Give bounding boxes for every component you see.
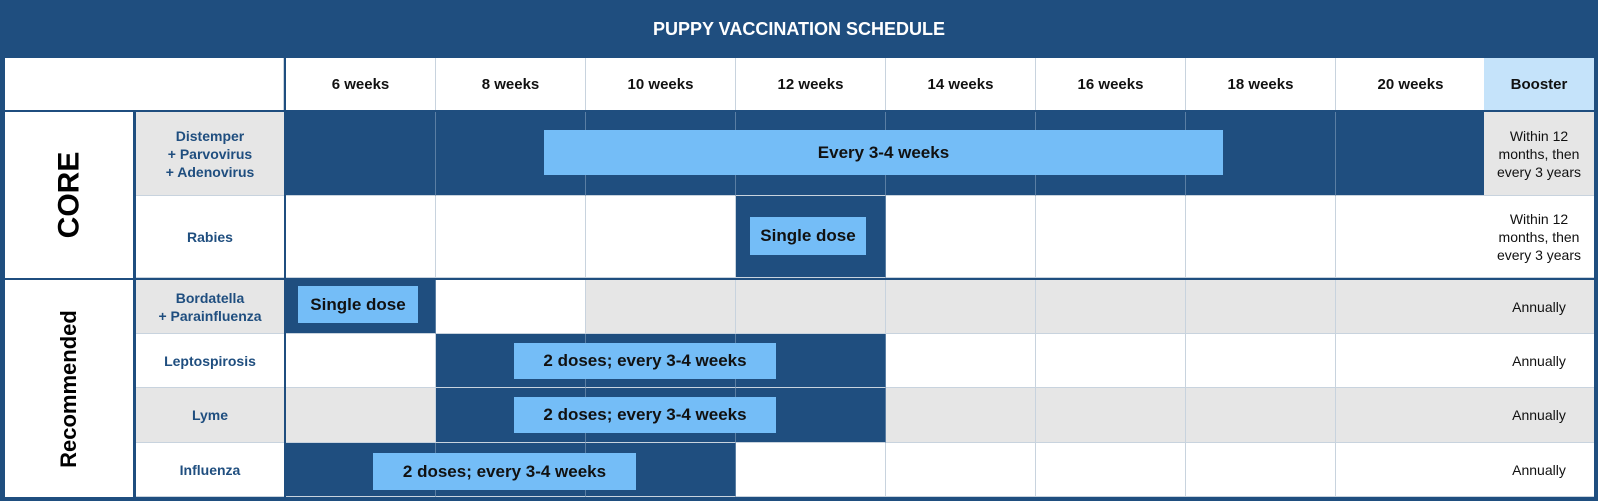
dose-bar: 2 doses; every 3-4 weeks [373,453,636,490]
dose-bar: Single dose [750,217,866,255]
column-header: 14 weeks [886,58,1036,110]
week-cell [886,280,1036,334]
group-label-core: CORE [5,112,133,278]
booster-cell: Within 12 months, then every 3 years [1484,112,1594,196]
week-cell [1186,388,1336,443]
vaccine-name: Lyme [136,388,284,443]
booster-cell: Within 12 months, then every 3 years [1484,196,1594,278]
vaccine-name-text: Bordatella + Parainfluenza [158,289,262,324]
vaccine-name: Distemper + Parvovirus + Adenovirus [136,112,284,196]
dose-bar: Single dose [298,286,418,323]
week-cell [1036,196,1186,278]
week-cell [1336,196,1486,278]
dose-bar: Every 3-4 weeks [544,130,1223,175]
column-header: 8 weeks [436,58,586,110]
booster-cell: Annually [1484,388,1594,443]
week-cell [886,443,1036,497]
column-header: 6 weeks [286,58,436,110]
week-cell [586,196,736,278]
column-header: 12 weeks [736,58,886,110]
week-cell [286,196,436,278]
vaccine-name-text: Influenza [179,461,241,478]
group-label: CORE [52,151,85,239]
group-label: Recommended [56,309,81,468]
header-blank [5,58,284,110]
vaccine-name: Leptospirosis [136,334,284,388]
booster-header: Booster [1484,58,1594,110]
page-title: PUPPY VACCINATION SCHEDULE [652,18,946,39]
week-cell [886,334,1036,388]
week-cell [436,196,586,278]
vaccine-name-text: Leptospirosis [164,352,256,369]
week-cell [1336,112,1486,196]
vaccine-name: Rabies [136,196,284,278]
week-cell [1186,443,1336,497]
week-cell [736,443,886,497]
vaccine-name: Bordatella + Parainfluenza [136,280,284,334]
week-cell [1186,280,1336,334]
dose-bar: 2 doses; every 3-4 weeks [514,397,776,433]
column-header: 10 weeks [586,58,736,110]
week-cell [1336,334,1486,388]
booster-cell: Annually [1484,280,1594,334]
week-cell [1336,280,1486,334]
week-cell [1036,443,1186,497]
week-cell [286,334,436,388]
week-cell [736,280,886,334]
booster-cell: Annually [1484,443,1594,497]
vaccine-name-text: Distemper + Parvovirus + Adenovirus [165,127,255,180]
week-cell [886,196,1036,278]
week-cell [1036,280,1186,334]
booster-cell: Annually [1484,334,1594,388]
week-cell [286,388,436,443]
column-header: 16 weeks [1036,58,1186,110]
week-cell [1036,334,1186,388]
vaccine-name-text: Rabies [187,228,233,245]
week-cell [286,112,436,196]
column-header: 18 weeks [1186,58,1336,110]
week-cell [1336,388,1486,443]
week-cell [1036,388,1186,443]
group-label-recommended: Recommended [5,280,133,497]
week-cell [586,280,736,334]
column-header: 20 weeks [1336,58,1486,110]
dose-bar: 2 doses; every 3-4 weeks [514,343,776,379]
week-cell [886,388,1036,443]
vaccine-name-text: Lyme [191,407,229,423]
week-cell [1186,196,1336,278]
week-cell [1336,443,1486,497]
week-cell [1186,334,1336,388]
week-cell [436,280,586,334]
vaccine-name: Influenza [136,443,284,497]
